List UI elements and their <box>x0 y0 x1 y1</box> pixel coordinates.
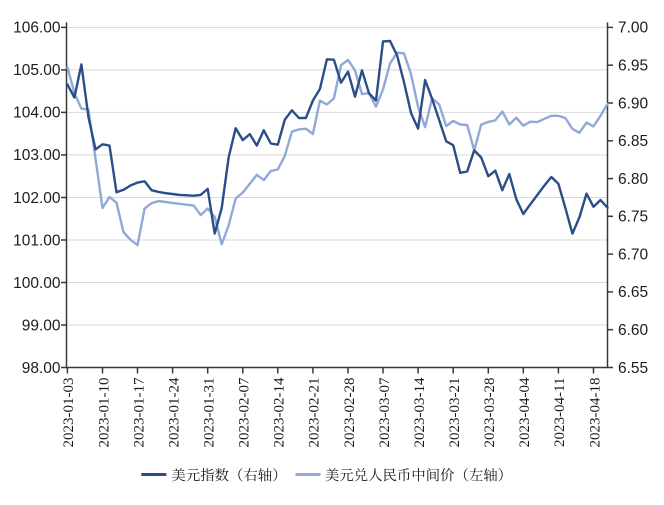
svg-text:2023-01-24: 2023-01-24 <box>166 377 182 447</box>
svg-text:102.00: 102.00 <box>13 190 61 207</box>
svg-text:6.55: 6.55 <box>618 360 648 377</box>
svg-text:7.00: 7.00 <box>618 20 649 37</box>
svg-text:2023-01-03: 2023-01-03 <box>61 378 77 448</box>
svg-text:6.75: 6.75 <box>618 209 648 226</box>
svg-text:6.95: 6.95 <box>618 58 648 75</box>
svg-text:2023-02-07: 2023-02-07 <box>237 377 253 447</box>
svg-text:103.00: 103.00 <box>13 147 61 164</box>
svg-text:2023-04-04: 2023-04-04 <box>517 377 533 447</box>
svg-text:98.00: 98.00 <box>22 360 61 377</box>
svg-text:2023-01-10: 2023-01-10 <box>96 378 112 448</box>
svg-text:2023-01-31: 2023-01-31 <box>202 378 218 448</box>
svg-text:2023-02-28: 2023-02-28 <box>342 378 358 448</box>
svg-text:6.60: 6.60 <box>618 322 649 339</box>
svg-text:6.80: 6.80 <box>618 171 649 188</box>
svg-text:100.00: 100.00 <box>13 275 61 292</box>
svg-text:2023-01-17: 2023-01-17 <box>131 377 147 447</box>
svg-text:2023-03-28: 2023-03-28 <box>482 377 498 447</box>
svg-text:2023-04-18: 2023-04-18 <box>587 378 603 448</box>
svg-text:6.85: 6.85 <box>618 133 648 150</box>
svg-text:104.00: 104.00 <box>13 105 61 122</box>
svg-text:2023-03-14: 2023-03-14 <box>412 377 428 447</box>
svg-text:2023-04-11: 2023-04-11 <box>552 378 568 447</box>
svg-text:6.65: 6.65 <box>618 284 648 301</box>
svg-text:2023-02-14: 2023-02-14 <box>272 377 288 447</box>
svg-text:105.00: 105.00 <box>13 62 61 79</box>
svg-text:2023-02-21: 2023-02-21 <box>307 378 323 448</box>
svg-text:106.00: 106.00 <box>13 20 61 37</box>
svg-text:6.70: 6.70 <box>618 246 649 263</box>
svg-text:101.00: 101.00 <box>13 232 61 249</box>
svg-text:2023-03-21: 2023-03-21 <box>447 378 463 448</box>
svg-text:99.00: 99.00 <box>22 317 61 334</box>
svg-text:6.90: 6.90 <box>618 95 649 112</box>
svg-text:2023-03-07: 2023-03-07 <box>377 377 393 447</box>
